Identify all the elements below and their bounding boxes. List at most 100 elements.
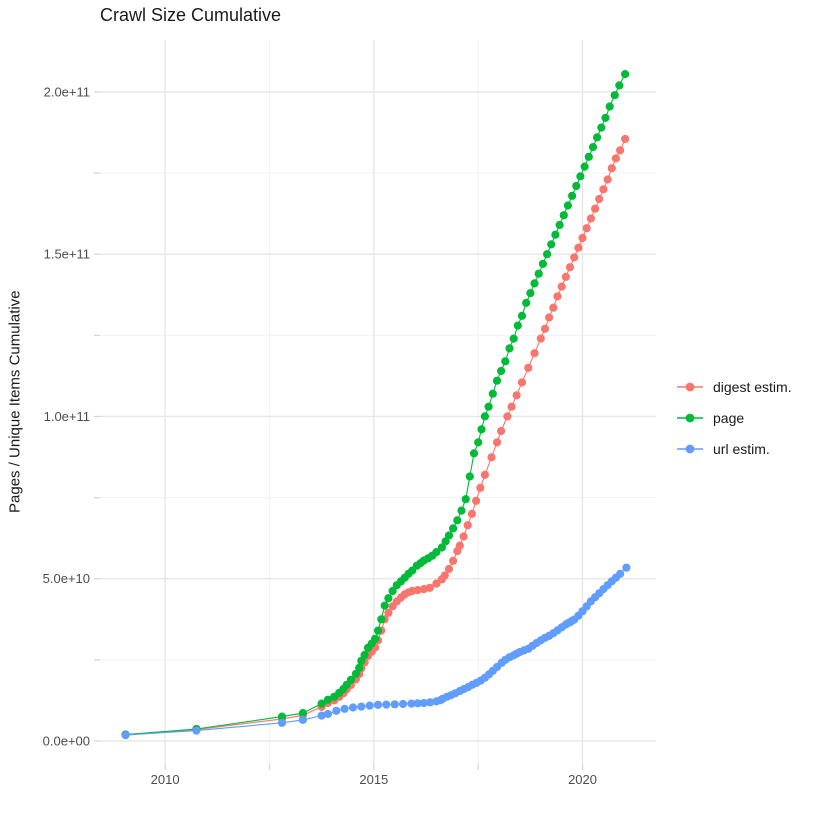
series-digest-estim-point — [582, 224, 591, 233]
series-digest-estim-point — [607, 164, 616, 173]
series-page-point — [437, 543, 446, 552]
series-page-point — [492, 376, 502, 385]
series-url-estim-point — [121, 731, 130, 740]
series-page-point — [605, 102, 614, 111]
series-page-point — [346, 675, 355, 685]
series-digest-estim-point — [599, 185, 608, 194]
series-page-point — [453, 516, 462, 525]
series-page-point — [615, 81, 624, 90]
series-digest-estim-point — [565, 263, 575, 272]
legend-item-label: digest estim. — [713, 379, 792, 395]
series-digest-estim-point — [463, 521, 472, 530]
series-digest-estim-point — [459, 532, 468, 541]
series-digest-estim-point — [384, 608, 393, 617]
series-page-point — [461, 495, 470, 504]
series-digest-estim-point — [503, 412, 512, 421]
series-digest-estim-point — [507, 402, 516, 411]
series-digest-estim-point — [603, 175, 612, 184]
series-page-point — [469, 449, 479, 458]
series-page-point — [298, 709, 307, 718]
y-tick-label: 2.0e+11 — [44, 84, 90, 99]
series-digest-estim-point — [540, 324, 550, 333]
series-page-point — [465, 472, 474, 481]
series-digest-estim-point — [591, 204, 600, 213]
series-page-point — [522, 298, 531, 307]
series-page-point — [555, 220, 564, 230]
series-digest-estim-point — [444, 564, 454, 574]
y-tick-label: 1.5e+11 — [44, 247, 90, 262]
series-url-estim-point — [426, 698, 435, 707]
series-page-point — [572, 181, 581, 191]
gridlines-minor — [100, 40, 656, 764]
series-url-estim-point — [323, 709, 332, 719]
series-page-point — [563, 201, 573, 210]
x-tick-label: 2020 — [568, 772, 597, 787]
series-page-point — [384, 594, 393, 603]
series-page-point — [551, 230, 560, 239]
series-page-point — [373, 626, 383, 635]
series-digest-estim-point — [449, 556, 458, 566]
series-digest-estim-point — [545, 313, 554, 322]
series-page-point — [530, 279, 539, 288]
series-page-point — [474, 438, 483, 447]
series-digest-estim-point — [586, 214, 596, 223]
series-page-point — [444, 531, 454, 540]
series-digest-estim-point — [611, 154, 621, 163]
series-page-point — [588, 143, 598, 152]
series-url-estim-point — [365, 701, 374, 710]
series-digest-estim-point — [621, 134, 630, 144]
series-digest-estim-point — [517, 378, 527, 387]
legend-item-label: url estim. — [713, 441, 770, 457]
series-page-point — [457, 506, 466, 515]
series-url-estim — [121, 563, 631, 740]
series-page-point — [593, 133, 602, 142]
series-digest-estim-point — [480, 470, 489, 479]
series-page-point — [526, 289, 535, 298]
series-page-point — [597, 123, 606, 132]
y-tick-label: 5.0e+10 — [43, 571, 90, 586]
series-digest-estim-point — [570, 253, 579, 262]
series-page-point — [513, 321, 522, 330]
series-digest-estim-point — [487, 453, 496, 462]
series-page-point — [488, 389, 497, 398]
series-url-estim-point — [332, 706, 341, 715]
series-url-estim-point — [616, 569, 625, 578]
series-url-estim-point — [277, 718, 287, 727]
legend-item-label: page — [713, 410, 745, 426]
series-digest-estim-point — [553, 292, 562, 301]
series-url-estim-point — [373, 700, 383, 710]
series-page-point — [323, 695, 332, 704]
series-page-point — [432, 548, 441, 557]
axis-ticks — [94, 91, 584, 770]
series-page-point — [477, 425, 486, 434]
series-digest-estim-point — [524, 363, 533, 372]
series-url-estim-point — [192, 726, 201, 735]
series-page-point — [497, 366, 506, 376]
series-url-estim-point — [622, 563, 631, 572]
series-url-estim-point — [357, 702, 366, 711]
series-page-point — [538, 259, 548, 268]
series-page-point — [534, 269, 543, 278]
series-page-point — [371, 634, 380, 643]
series-page-point — [360, 650, 369, 660]
series-url-estim-point — [317, 711, 326, 720]
legend-item: page — [676, 407, 792, 429]
series-url-estim-point — [348, 703, 358, 712]
series-page-point — [355, 663, 364, 673]
series-page-point — [580, 162, 589, 171]
series-page-point — [576, 172, 585, 181]
series-url-estim-point — [413, 699, 422, 708]
series-page-point — [547, 240, 556, 249]
series-page-point — [584, 152, 593, 161]
series-page-point — [505, 344, 514, 353]
series-page-point — [509, 334, 518, 343]
series-digest-estim-point — [440, 571, 449, 580]
legend-key-dot — [685, 413, 695, 423]
series-page-point — [480, 412, 489, 421]
series-page-point — [377, 615, 386, 624]
series-page-point — [543, 250, 552, 259]
series-url-estim-point — [298, 715, 307, 725]
series-digest-estim-point — [512, 391, 521, 400]
chart-title: Crawl Size Cumulative — [100, 5, 282, 25]
